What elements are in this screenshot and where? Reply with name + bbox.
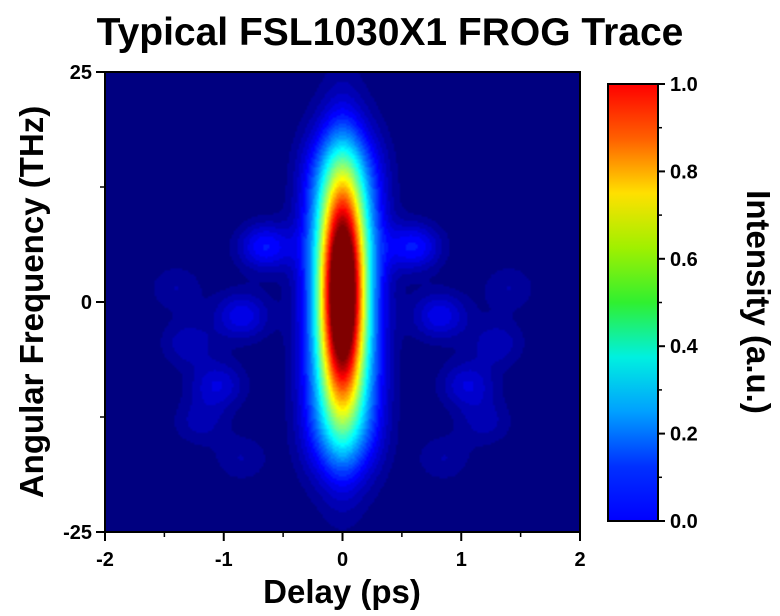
- x-tick-label: -1: [215, 549, 233, 571]
- colorbar-tick-label: 0.2: [670, 424, 698, 446]
- y-tick-label: 0: [81, 292, 92, 314]
- colorbar-tick-label: 1.0: [670, 74, 698, 96]
- x-axis-label: Delay (ps): [263, 573, 421, 610]
- x-tick-label: 2: [574, 549, 585, 571]
- colorbar-label: Intensity (a.u.): [740, 190, 777, 414]
- x-tick-label: 1: [456, 549, 467, 571]
- colorbar-tick-label: 0.6: [670, 249, 698, 271]
- chart-title: Typical FSL1030X1 FROG Trace: [97, 11, 684, 54]
- colorbar-tick-label: 0.8: [670, 161, 698, 183]
- y-tick-label: -25: [63, 522, 92, 544]
- x-tick-label: -2: [96, 549, 114, 571]
- y-tick-label: 25: [70, 62, 92, 84]
- colorbar-tick-label: 0.0: [670, 511, 698, 533]
- y-axis-label: Angular Frequency (THz): [13, 106, 50, 498]
- colorbar: [607, 83, 659, 522]
- x-tick-label: 0: [337, 549, 348, 571]
- colorbar-axis: 0.0 0.2 0.4 0.6 0.8 1.0: [658, 74, 699, 533]
- colorbar-tick-label: 0.4: [670, 336, 699, 358]
- y-axis: -25 0 25: [63, 62, 105, 544]
- heatmap-image: [105, 72, 580, 532]
- x-axis: -2 -1 0 1 2: [96, 532, 586, 571]
